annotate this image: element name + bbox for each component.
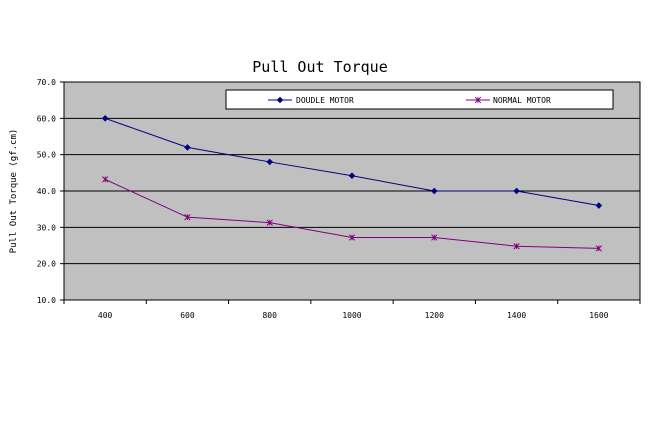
legend: DOUDLE MOTOR NORMAL MOTOR <box>225 89 614 110</box>
data-point-doudle-motor <box>184 144 191 151</box>
x-tick-label: 800 <box>262 311 277 320</box>
data-point-normal-motor <box>431 234 438 241</box>
x-tick-label: 1400 <box>507 311 526 320</box>
data-point-doudle-motor <box>266 158 274 166</box>
axes: 10.0 20.0 30.0 40.0 50.0 60.0 70.0 400 600 800 100… <box>37 78 641 320</box>
data-point-normal-motor <box>348 234 356 241</box>
series-doudle-motor <box>101 115 603 209</box>
series-normal-motor <box>101 176 603 252</box>
data-point-doudle-motor <box>595 202 603 209</box>
y-tick-label: 10.0 <box>37 296 56 305</box>
x-tick-label: 600 <box>180 311 195 320</box>
y-tick-label: 20.0 <box>37 260 56 269</box>
data-point-doudle-motor <box>348 172 356 180</box>
x-tick-label: 1600 <box>589 311 608 320</box>
legend-marker <box>276 96 284 104</box>
data-point-normal-motor <box>101 176 109 183</box>
legend-label: NORMAL MOTOR <box>493 96 551 105</box>
x-tick-label: 1000 <box>342 311 361 320</box>
y-tick-label: 30.0 <box>37 223 56 232</box>
chart-title: Pull Out Torque <box>252 58 387 76</box>
legend-item-doudle-motor: DOUDLE MOTOR <box>268 96 354 105</box>
y-tick-label: 60.0 <box>37 114 56 123</box>
data-point-normal-motor <box>513 243 520 250</box>
legend-box <box>225 89 614 110</box>
data-point-doudle-motor <box>513 187 520 195</box>
data-point-normal-motor <box>184 214 191 221</box>
x-tick-label: 1200 <box>425 311 444 320</box>
data-point-doudle-motor <box>430 187 438 195</box>
y-tick-label: 40.0 <box>37 187 56 196</box>
y-axis-label: Pull Out Torque (gf.cm) <box>9 129 19 254</box>
legend-item-normal-motor: NORMAL MOTOR <box>466 96 551 105</box>
gridlines <box>64 117 640 265</box>
y-tick-label: 70.0 <box>37 78 56 87</box>
data-point-doudle-motor <box>101 115 109 122</box>
x-tick-label: 400 <box>98 311 113 320</box>
legend-marker <box>474 96 482 104</box>
legend-label: DOUDLE MOTOR <box>296 96 354 105</box>
series-layer <box>101 115 603 252</box>
data-point-normal-motor <box>266 219 273 226</box>
y-tick-label: 50.0 <box>37 151 56 160</box>
data-point-normal-motor <box>595 245 603 252</box>
